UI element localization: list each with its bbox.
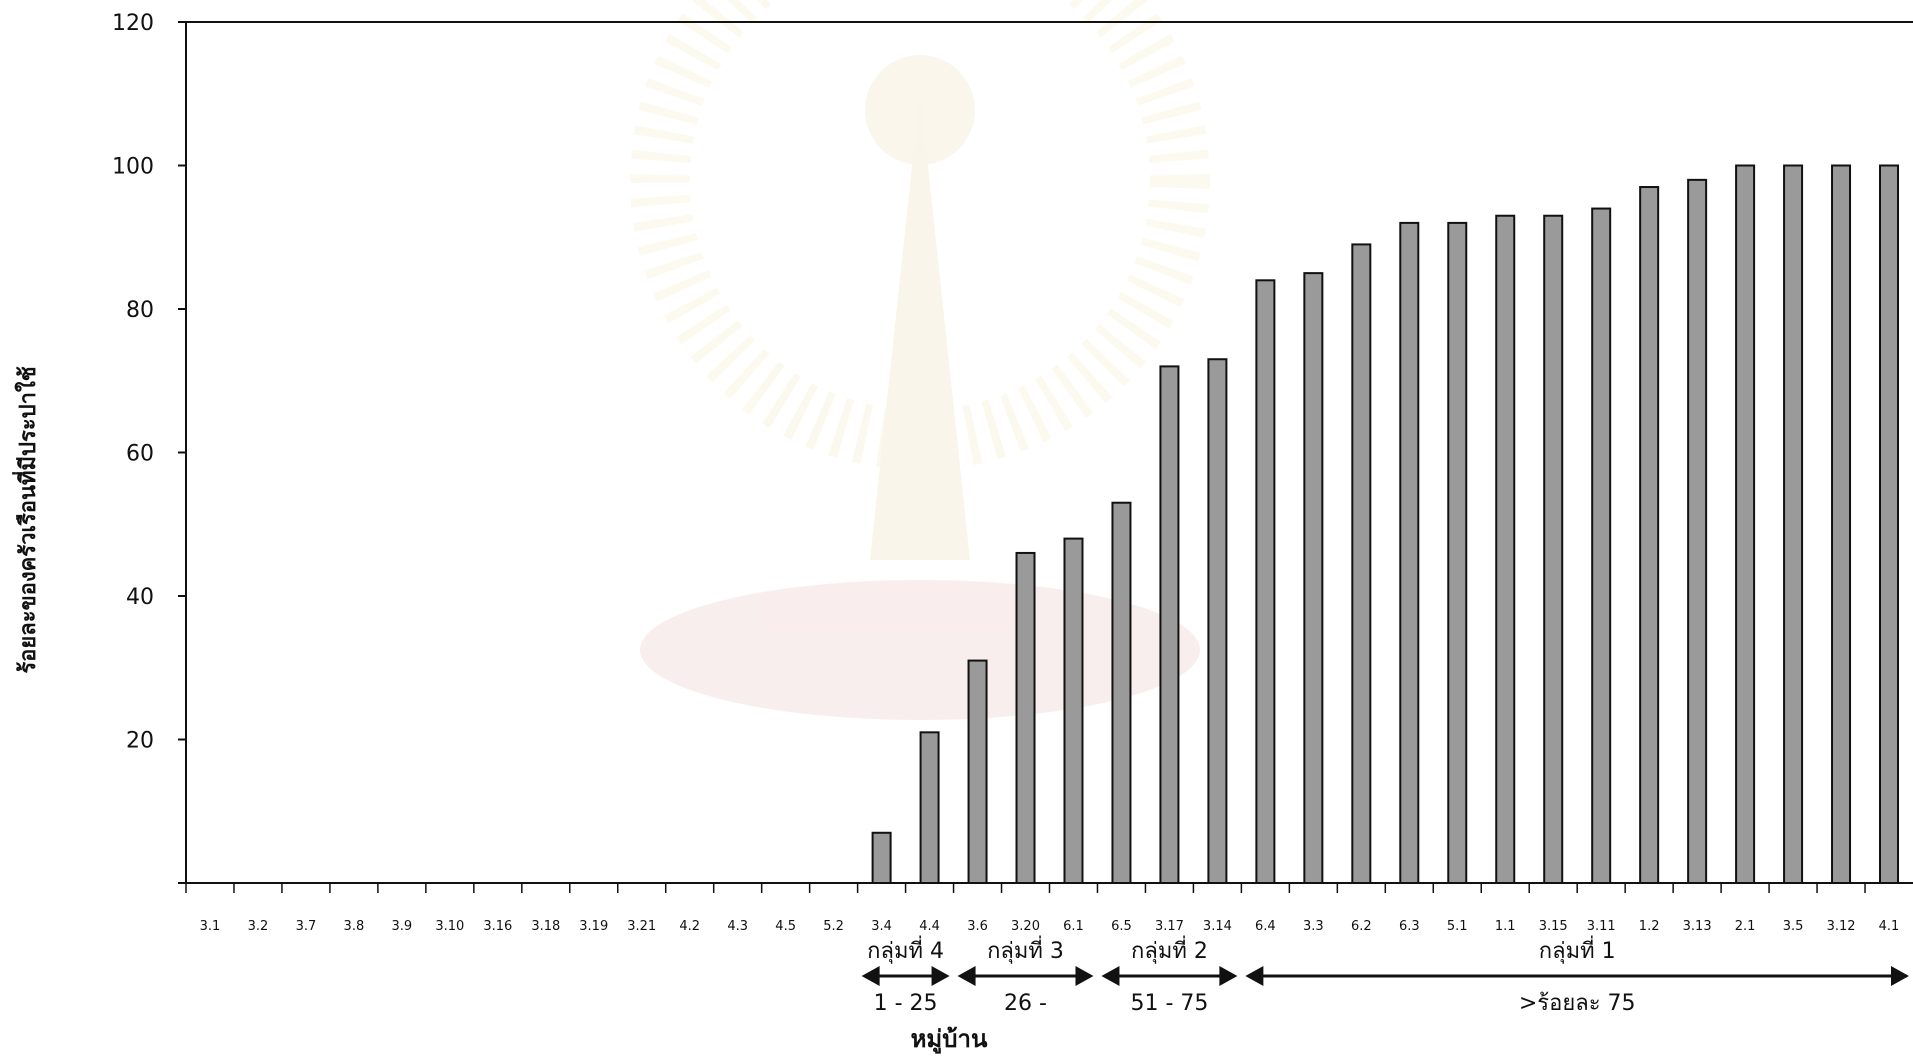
bar-6.4 <box>1256 280 1274 883</box>
x-tick-label: 3.21 <box>627 919 656 934</box>
group-label: กลุ่มที่ 3 <box>987 935 1064 964</box>
group-range: 1 - 25 <box>874 991 938 1016</box>
group-range: 26 - <box>1004 991 1047 1016</box>
bar-3.11 <box>1592 209 1610 883</box>
bar-6.5 <box>1112 503 1130 883</box>
y-axis-title: ร้อยละของครัวเรือนที่มีประปาใช้ <box>11 366 41 673</box>
x-tick-label: 3.4 <box>871 919 892 934</box>
y-tick-label: 100 <box>112 155 154 180</box>
y-tick-label: 40 <box>126 585 154 610</box>
x-tick-label: 3.11 <box>1587 919 1616 934</box>
x-tick-label: 1.1 <box>1495 919 1516 934</box>
arrowhead-right <box>1891 966 1909 986</box>
arrowhead-left <box>958 966 976 986</box>
y-tick-label: 60 <box>126 442 154 467</box>
arrowhead-right <box>1219 966 1237 986</box>
y-tick-label: 120 <box>112 11 154 36</box>
bar-6.2 <box>1352 244 1370 883</box>
bar-2.1 <box>1736 166 1754 884</box>
x-tick-label: 6.2 <box>1351 919 1372 934</box>
x-tick-label: 6.1 <box>1063 919 1084 934</box>
arrowhead-left <box>1245 966 1263 986</box>
x-tick-label: 4.3 <box>727 919 748 934</box>
x-tick-label: 3.17 <box>1155 919 1184 934</box>
x-tick-label: 3.15 <box>1539 919 1568 934</box>
x-tick-label: 3.19 <box>579 919 608 934</box>
x-tick-label: 3.9 <box>392 919 413 934</box>
bar-3.20 <box>1017 553 1035 883</box>
x-tick-label: 3.16 <box>483 919 512 934</box>
bar-1.2 <box>1640 187 1658 883</box>
x-tick-label: 5.2 <box>823 919 844 934</box>
bar-3.17 <box>1160 366 1178 883</box>
x-tick-label: 3.7 <box>296 919 317 934</box>
x-tick-label: 3.10 <box>435 919 464 934</box>
bar-1.1 <box>1496 216 1514 883</box>
y-tick-label: 80 <box>126 298 154 323</box>
group-range: >ร้อยละ 75 <box>1519 991 1636 1016</box>
x-tick-label: 4.4 <box>919 919 940 934</box>
x-tick-label: 3.6 <box>967 919 988 934</box>
x-tick-label: 6.4 <box>1255 919 1276 934</box>
bar-3.12 <box>1832 166 1850 884</box>
x-tick-label: 5.1 <box>1447 919 1468 934</box>
x-tick-label: 3.14 <box>1203 919 1232 934</box>
bar-3.14 <box>1208 359 1226 883</box>
bar-6.3 <box>1400 223 1418 883</box>
bar-4.4 <box>921 732 939 883</box>
x-tick-label: 3.20 <box>1011 919 1040 934</box>
bar-3.13 <box>1688 180 1706 883</box>
x-tick-label: 1.2 <box>1639 919 1660 934</box>
group-label: กลุ่มที่ 1 <box>1539 935 1616 964</box>
bar-3.3 <box>1304 273 1322 883</box>
group-label: กลุ่มที่ 2 <box>1131 935 1208 964</box>
arrowhead-right <box>932 966 950 986</box>
group-label: กลุ่มที่ 4 <box>867 935 944 964</box>
x-tick-label: 3.2 <box>248 919 269 934</box>
x-tick-label: 4.5 <box>775 919 796 934</box>
x-tick-label: 2.1 <box>1735 919 1756 934</box>
group-range: 51 - 75 <box>1130 991 1208 1016</box>
x-tick-label: 3.12 <box>1827 919 1856 934</box>
bar-4.1 <box>1880 166 1898 884</box>
bar-5.1 <box>1448 223 1466 883</box>
arrowhead-left <box>1101 966 1119 986</box>
x-tick-label: 3.18 <box>531 919 560 934</box>
x-tick-label: 6.3 <box>1399 919 1420 934</box>
x-tick-label: 4.2 <box>679 919 700 934</box>
y-tick-label: 20 <box>126 729 154 754</box>
x-tick-label: 3.1 <box>200 919 221 934</box>
bar-3.6 <box>969 661 987 883</box>
x-tick-label: 6.5 <box>1111 919 1132 934</box>
x-tick-label: 3.8 <box>344 919 365 934</box>
bar-3.5 <box>1784 166 1802 884</box>
arrowhead-left <box>862 966 880 986</box>
bar-3.15 <box>1544 216 1562 883</box>
x-tick-label: 3.3 <box>1303 919 1324 934</box>
x-axis-title: หมู่บ้าน <box>911 1025 988 1054</box>
bar-3.4 <box>873 833 891 883</box>
bar-6.1 <box>1064 539 1082 883</box>
x-tick-label: 4.1 <box>1879 919 1900 934</box>
arrowhead-right <box>1075 966 1093 986</box>
x-tick-label: 3.5 <box>1783 919 1804 934</box>
x-tick-label: 3.13 <box>1683 919 1712 934</box>
